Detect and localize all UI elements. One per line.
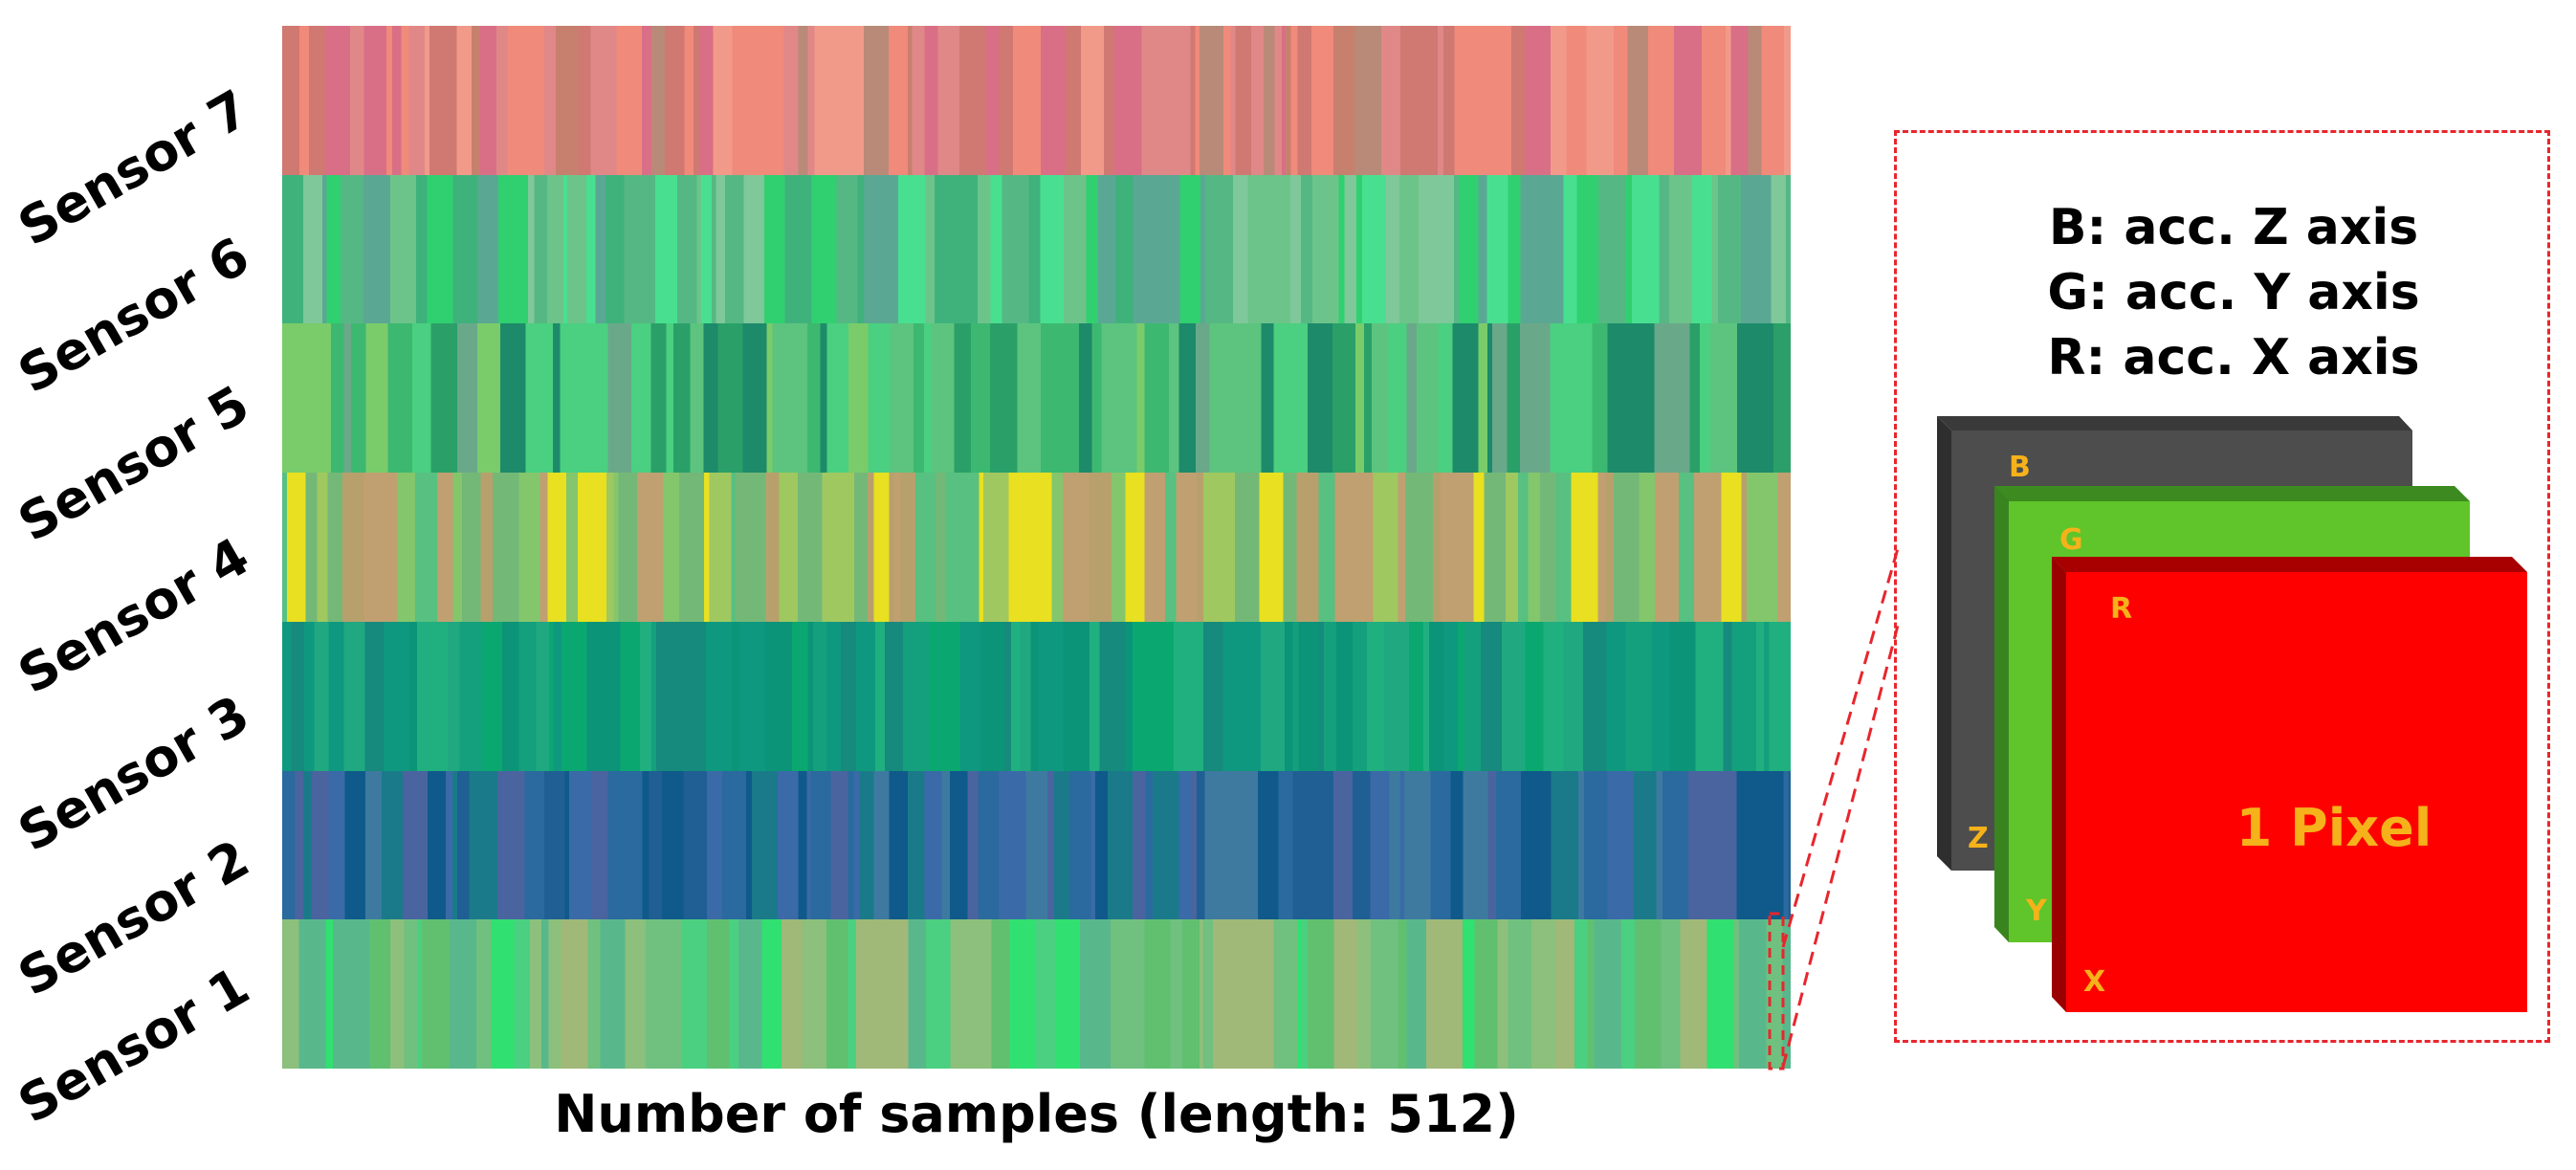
r-top-letter: R <box>2110 592 2132 626</box>
selected-pixel-highlight <box>1768 912 1785 1071</box>
legend-line-b: B: acc. Z axis <box>2048 199 2419 256</box>
heatmap-band-sensor-3 <box>282 621 1791 771</box>
heatmap-band-sensor-7 <box>282 26 1791 175</box>
heatmap-band-sensor-4 <box>282 473 1791 623</box>
heatmap-band-sensor-6 <box>282 174 1791 324</box>
zoom-line-bottom <box>1781 621 1901 1068</box>
zoom-line-top <box>1781 544 1901 948</box>
x-axis-letter: X <box>2083 965 2105 999</box>
g-top-letter: G <box>2059 523 2083 557</box>
y-axis-letter: Y <box>2025 894 2048 928</box>
heatmap-band-sensor-1 <box>282 919 1791 1070</box>
sensor-heatmap <box>282 26 1791 1070</box>
b-top-letter: B <box>2009 451 2031 484</box>
z-axis-letter: Z <box>1968 822 1989 855</box>
red-channel-slab: R X 1 Pixel <box>2052 557 2527 1012</box>
legend-line-r: R: acc. X axis <box>2047 329 2420 386</box>
legend-line-g: G: acc. Y axis <box>2047 264 2420 321</box>
x-axis-label: Number of samples (length: 512) <box>554 1084 1519 1144</box>
heatmap-band-sensor-5 <box>282 323 1791 474</box>
one-pixel-caption: 1 Pixel <box>2236 798 2432 858</box>
pixel-legend-box <box>1894 130 2550 1043</box>
heatmap-band-sensor-2 <box>282 770 1791 920</box>
